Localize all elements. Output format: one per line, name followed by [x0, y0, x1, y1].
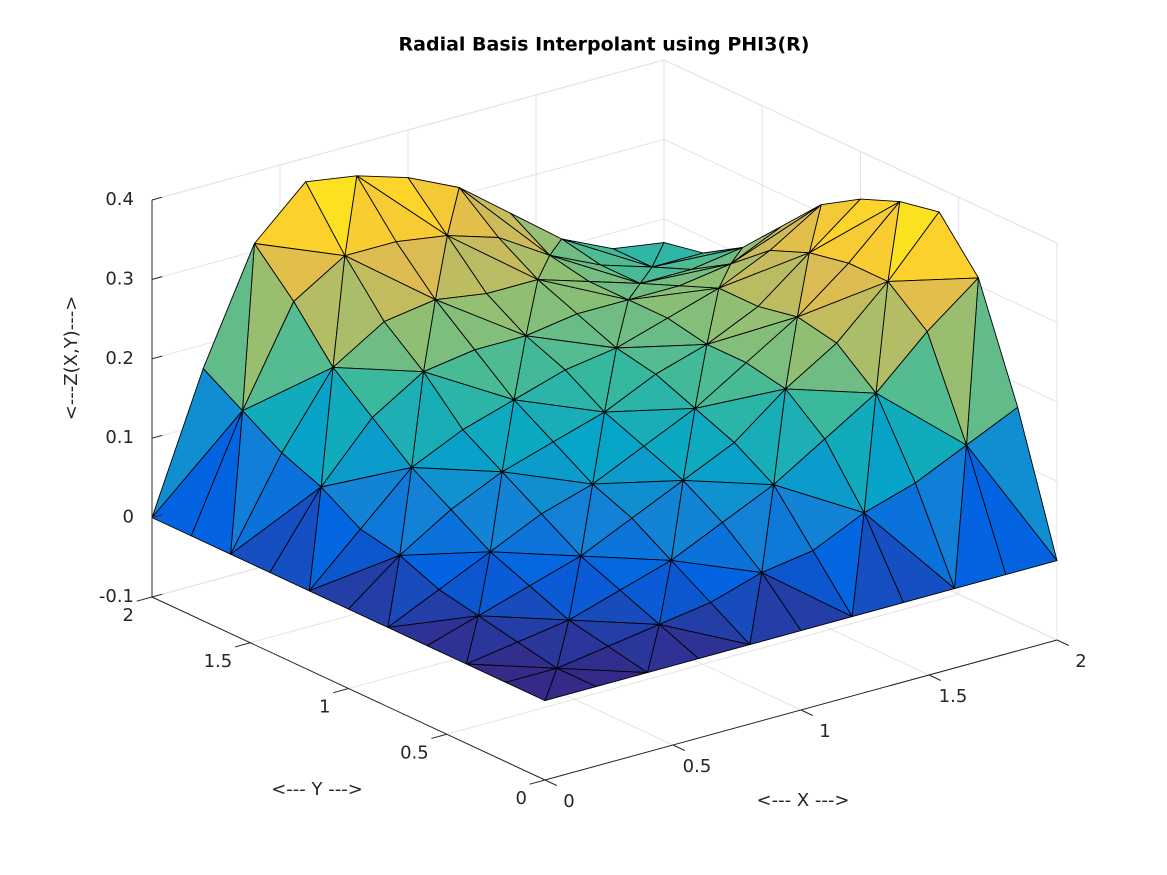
z-tick-label: 0.2 [105, 348, 134, 369]
z-tick [151, 593, 163, 598]
z-tick-label: 0 [123, 507, 134, 528]
z-axis-label: <---Z(X,Y)---> [61, 296, 82, 421]
x-tick-label: 1.5 [939, 686, 968, 707]
x-tick [1056, 639, 1070, 646]
surface-facet [505, 667, 558, 702]
x-tick [800, 709, 814, 716]
z-tick [151, 514, 163, 519]
y-tick [529, 779, 546, 785]
z-tick [151, 196, 163, 201]
z-tick-label: -0.1 [99, 586, 134, 607]
y-tick [234, 642, 251, 648]
surface [151, 175, 1058, 702]
y-tick [136, 596, 153, 602]
y-tick-label: 2 [123, 605, 134, 626]
z-tick-label: 0.4 [105, 189, 134, 210]
x-tick-label: 0.5 [683, 756, 712, 777]
y-axis-line [151, 596, 546, 781]
y-tick-label: 0.5 [400, 742, 429, 763]
grid-line [151, 59, 665, 201]
x-tick-label: 1 [819, 721, 830, 742]
y-tick-label: 1.5 [204, 651, 233, 672]
z-tick [151, 434, 163, 439]
z-tick [151, 276, 163, 280]
y-tick [333, 688, 349, 694]
z-tick-label: 0.1 [105, 427, 134, 448]
x-axis-line [544, 639, 1058, 781]
surface-facet [851, 512, 904, 618]
x-tick-label: 0 [563, 791, 574, 812]
surface-facet [269, 486, 322, 592]
z-tick [151, 355, 163, 360]
chart-title: Radial Basis Interpolant using PHI3(R) [399, 34, 810, 56]
surface-facet [190, 410, 243, 555]
x-tick [544, 779, 558, 786]
x-tick [672, 744, 686, 751]
y-axis-label: <--- Y ---> [271, 779, 363, 800]
x-tick [928, 674, 942, 681]
x-tick-label: 2 [1075, 651, 1086, 672]
z-tick-label: 0.3 [105, 268, 134, 289]
grid-line [663, 59, 1058, 244]
surface-facet [954, 444, 1007, 590]
y-tick-label: 0 [516, 788, 527, 809]
x-axis-label: <--- X ---> [757, 790, 850, 811]
surface-facet [348, 554, 401, 628]
y-tick [431, 733, 447, 739]
grid-line [446, 593, 959, 735]
y-tick-label: 1 [319, 697, 330, 718]
